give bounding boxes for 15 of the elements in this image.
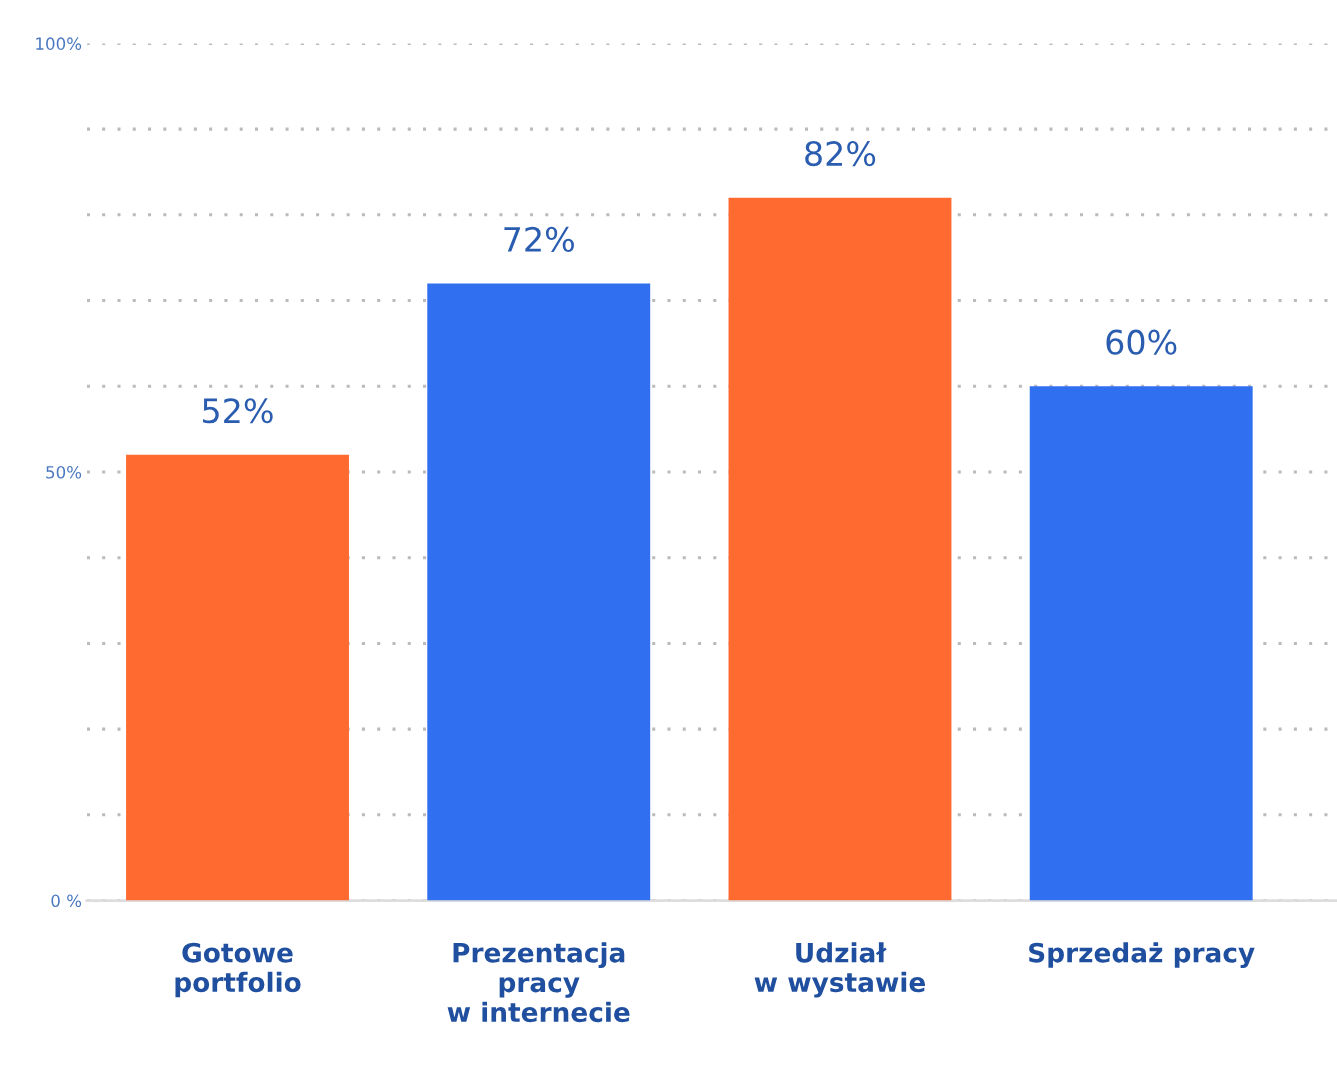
bar: [1029, 386, 1253, 901]
x-tick-label: Sprzedaż pracy: [1029, 942, 1255, 968]
bar: [427, 283, 651, 901]
data-label: 60%: [1106, 329, 1177, 355]
data-label: 52%: [203, 398, 273, 424]
x-tick-label: Prezentacja pracy w internecie: [447, 942, 630, 1023]
y-tick-label: 50%: [46, 465, 82, 479]
data-label: 82%: [805, 141, 876, 167]
data-label: 72%: [504, 226, 574, 252]
x-tick-label: Gotowe portfolio: [175, 942, 301, 998]
x-tick-label: Udział w wystawie: [754, 942, 925, 998]
bar: [728, 197, 952, 901]
y-tick-label: 100%: [36, 37, 82, 50]
y-tick-label: 0 %: [51, 894, 82, 908]
bar: [126, 454, 349, 901]
